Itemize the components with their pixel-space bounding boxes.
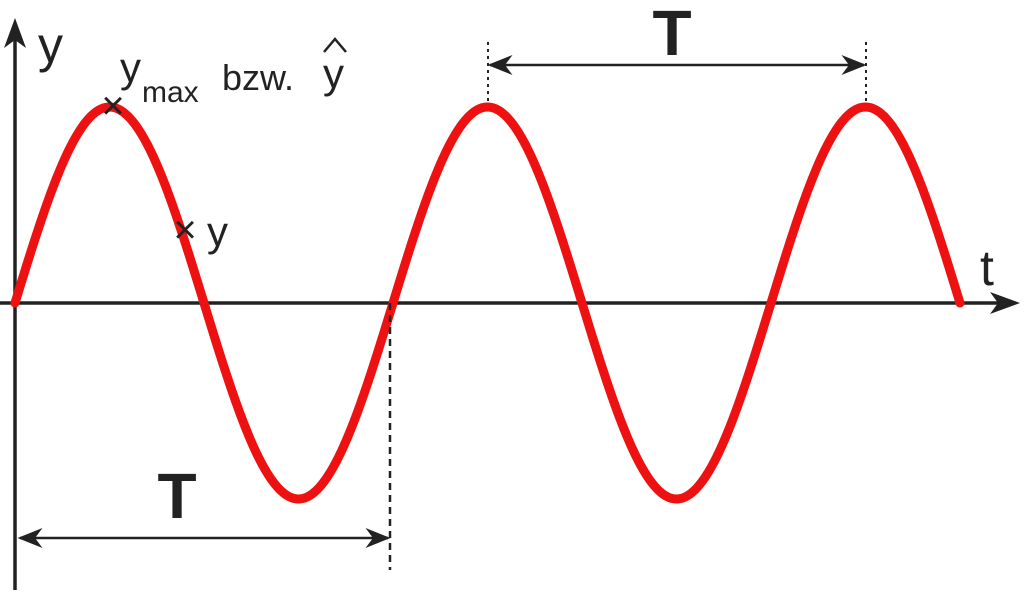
yhat-accent-icon (323, 37, 347, 53)
t-axis-arrow (990, 292, 1020, 314)
y-point-cross-marker: × (173, 208, 196, 252)
ymax-subscript: max (142, 76, 199, 109)
t-axis-label: t (980, 240, 994, 296)
y-axis-label: y (38, 17, 63, 73)
sine-wave (10, 102, 965, 504)
bzw-label: bzw. (222, 57, 294, 98)
y-axis-arrow (4, 18, 26, 48)
period-label-bottom: T (157, 460, 196, 532)
yhat-label: y (323, 50, 344, 97)
ymax-label: y (120, 44, 141, 91)
y-point-label: y (207, 208, 228, 255)
ymax-cross-marker: × (101, 84, 124, 128)
period-label-top: T (652, 0, 691, 69)
